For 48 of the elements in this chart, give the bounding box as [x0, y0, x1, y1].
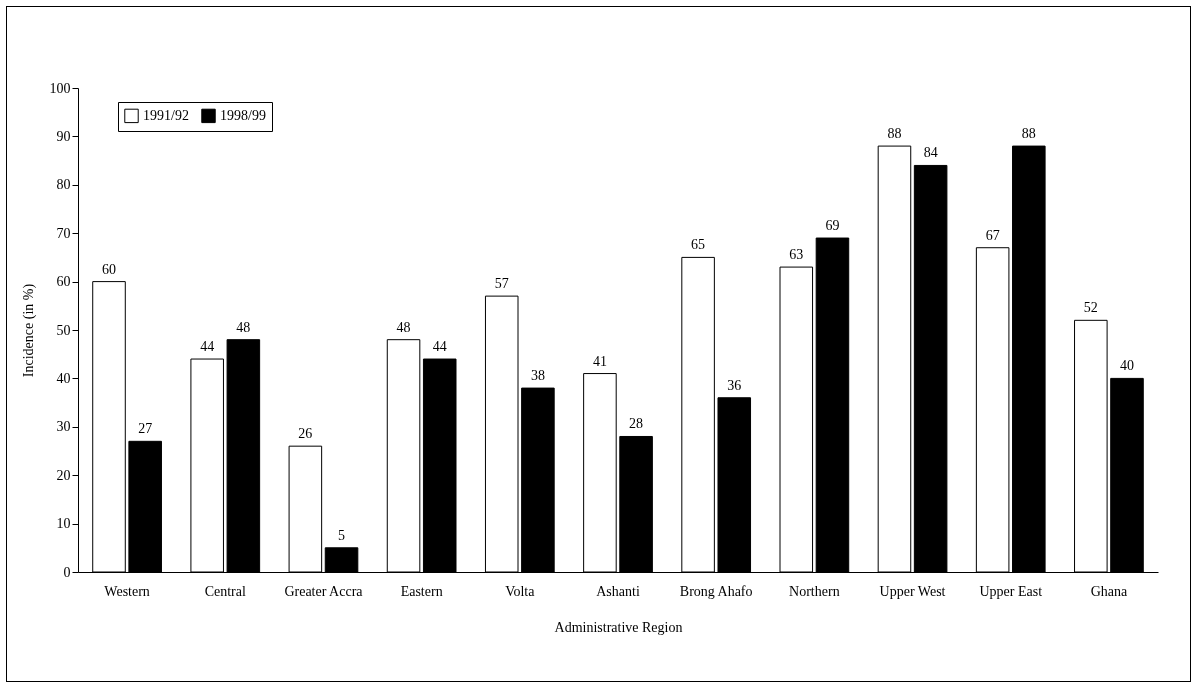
- x-axis-title: Administrative Region: [554, 619, 683, 635]
- data-label: 65: [691, 237, 706, 253]
- y-axis-title: Incidence (in %): [20, 283, 37, 378]
- data-label: 84: [923, 145, 938, 161]
- data-label: 88: [887, 126, 902, 142]
- y-tick-label: 70: [56, 225, 71, 241]
- data-label: 88: [1021, 126, 1036, 142]
- x-tick-label: Volta: [505, 583, 536, 599]
- x-tick-label: Eastern: [400, 583, 443, 599]
- y-tick-label: 40: [56, 370, 71, 386]
- data-label: 63: [789, 247, 804, 263]
- y-tick-label: 0: [63, 564, 71, 580]
- x-tick-label: Central: [204, 583, 246, 599]
- y-tick-label: 80: [56, 177, 71, 193]
- x-tick-label: Upper East: [979, 583, 1043, 599]
- legend-label: 1998/99: [220, 107, 266, 123]
- data-label: 60: [102, 261, 116, 277]
- data-label: 44: [432, 339, 447, 355]
- data-label: 44: [200, 339, 215, 355]
- data-label: 27: [138, 421, 153, 437]
- y-tick-label: 90: [56, 128, 71, 144]
- data-label: 48: [396, 319, 411, 335]
- data-label: 5: [338, 527, 346, 543]
- data-label: 38: [530, 368, 545, 384]
- x-tick-label: Ghana: [1090, 583, 1128, 599]
- y-tick-label: 10: [56, 516, 71, 532]
- data-label: 67: [985, 227, 1000, 243]
- data-label: 28: [629, 416, 644, 432]
- x-tick-label: Ashanti: [596, 583, 640, 599]
- y-tick-label: 50: [56, 322, 71, 338]
- y-tick-label: 30: [56, 419, 71, 435]
- x-tick-label: Upper West: [879, 583, 946, 599]
- legend-label: 1991/92: [143, 107, 189, 123]
- data-label: 26: [298, 426, 313, 442]
- x-tick-label: Brong Ahafo: [679, 583, 753, 599]
- data-label: 36: [727, 377, 742, 393]
- y-tick-label: 60: [56, 274, 71, 290]
- data-label: 52: [1083, 300, 1098, 316]
- x-tick-label: Greater Accra: [284, 583, 364, 599]
- y-tick-label: 20: [56, 467, 71, 483]
- x-tick-label: Western: [104, 583, 150, 599]
- data-label: 40: [1120, 358, 1134, 374]
- data-label: 41: [592, 353, 607, 369]
- y-tick-label: 100: [49, 80, 71, 96]
- data-label: 48: [236, 319, 251, 335]
- data-label: 69: [825, 218, 840, 234]
- data-label: 57: [494, 276, 509, 292]
- x-tick-label: Northern: [789, 583, 840, 599]
